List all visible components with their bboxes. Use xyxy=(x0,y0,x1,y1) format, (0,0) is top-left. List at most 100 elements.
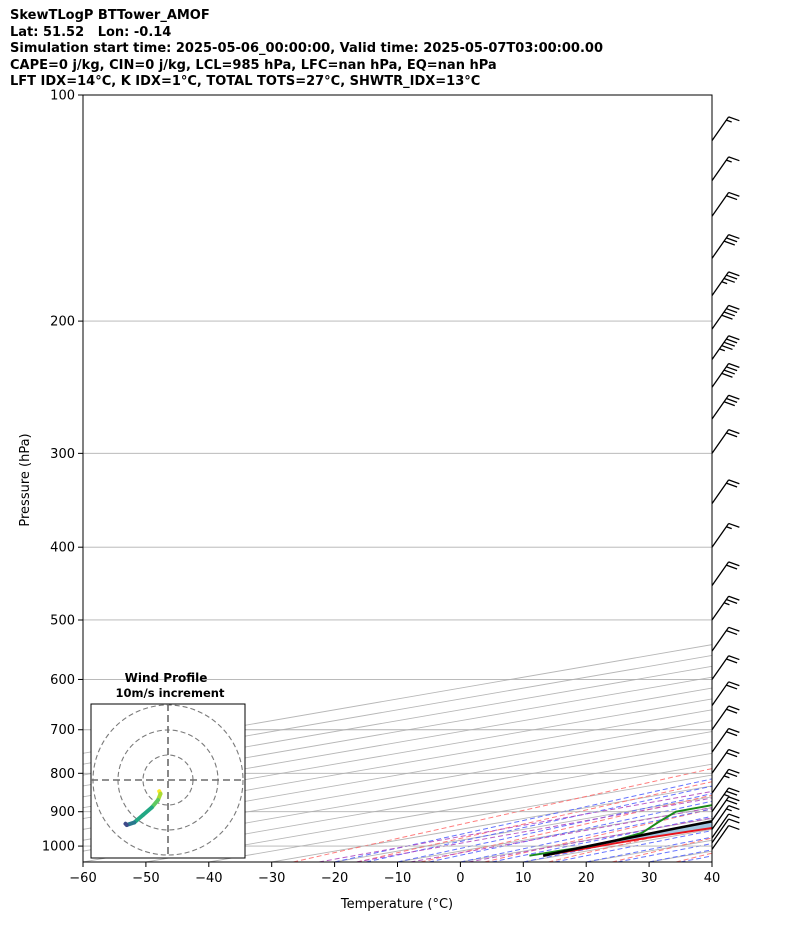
x-tick-label: 30 xyxy=(641,871,658,886)
wind-barb-feather xyxy=(728,304,740,310)
wind-barb-feather xyxy=(723,341,735,347)
wind-barb-feather xyxy=(726,432,738,438)
y-tick-label: 100 xyxy=(50,89,75,104)
isotherm xyxy=(83,676,712,787)
x-tick-label: −60 xyxy=(69,871,96,886)
wind-barb xyxy=(711,824,740,850)
wind-barb-half-feather xyxy=(726,808,732,812)
mixing-ratio-line xyxy=(356,797,712,862)
wind-barb-feather xyxy=(728,233,740,240)
wind-barb xyxy=(711,813,740,839)
wind-barb-half-feather xyxy=(726,526,732,530)
wind-barb-feather xyxy=(723,401,735,407)
wind-barb-staff xyxy=(711,305,730,330)
wind-barb-feather xyxy=(721,372,733,378)
wind-barb-staff xyxy=(711,523,730,548)
wind-barb-staff xyxy=(711,813,730,839)
hodograph-title: Wind Profile xyxy=(125,671,208,685)
isotherm xyxy=(83,665,712,776)
x-axis-label: Temperature (°C) xyxy=(340,897,453,912)
wind-barb-feather xyxy=(723,311,735,317)
wind-barb xyxy=(711,818,740,844)
wind-barb-half-feather xyxy=(723,775,730,779)
wind-barb-feather xyxy=(728,796,740,802)
y-tick-label: 400 xyxy=(50,541,75,556)
x-tick-label: −10 xyxy=(384,871,411,886)
x-tick-label: 0 xyxy=(456,871,464,886)
wind-barb-half-feather xyxy=(726,159,732,163)
wind-barb-feather xyxy=(726,731,738,737)
wind-barb-feather xyxy=(726,658,738,664)
mixing-ratio-line xyxy=(318,790,712,862)
moist-adiabat xyxy=(711,861,712,862)
wind-barb-feather xyxy=(721,344,733,351)
wind-barb-feather xyxy=(728,787,740,793)
wind-barb-feather xyxy=(728,804,740,811)
y-tick-label: 900 xyxy=(50,805,75,820)
wind-barb-feather xyxy=(728,655,740,661)
y-axis-label: Pressure (hPa) xyxy=(18,433,33,526)
wind-barb-feather xyxy=(726,752,738,758)
wind-barb-feather xyxy=(728,824,740,831)
wind-barb-staff xyxy=(711,479,730,505)
hodograph-segment xyxy=(123,821,129,827)
wind-barb-feather xyxy=(728,522,740,528)
y-tick-label: 200 xyxy=(50,315,75,330)
wind-barb-half-feather xyxy=(721,281,728,285)
wind-barb-half-feather xyxy=(726,119,732,123)
wind-barb-staff xyxy=(711,116,730,141)
wind-barb-feather xyxy=(726,274,738,280)
wind-barb-feather xyxy=(723,240,735,246)
wind-barb-feather xyxy=(726,684,738,690)
wind-barb-staff xyxy=(711,818,730,844)
isotherm xyxy=(83,687,712,798)
wind-barb-feather xyxy=(728,748,740,755)
y-tick-label: 600 xyxy=(50,673,75,688)
wind-barb-staff xyxy=(711,705,730,731)
wind-barb xyxy=(711,787,740,813)
header-title: SkewTLogP BTTower_AMOF xyxy=(10,8,210,23)
wind-barb-staff xyxy=(711,394,730,420)
x-tick-label: −20 xyxy=(321,871,348,886)
wind-barb-feather xyxy=(728,727,740,733)
wind-barb-feather xyxy=(726,790,738,796)
wind-barb-feather xyxy=(728,271,740,277)
isotherm xyxy=(83,720,712,830)
wind-barb-staff xyxy=(711,768,730,794)
wind-barb-feather xyxy=(728,335,740,341)
moist-adiabat xyxy=(365,785,712,862)
wind-barb xyxy=(711,479,740,505)
wind-barb-half-feather xyxy=(723,793,730,798)
wind-barb-feather xyxy=(728,561,740,567)
header-location: Lat: 51.52 Lon: -0.14 xyxy=(10,24,172,40)
wind-barb-staff xyxy=(711,429,730,454)
wind-barb-staff xyxy=(711,234,730,259)
wind-barb-staff xyxy=(711,655,730,680)
header-indices-2: LFT IDX=14°C, K IDX=1°C, TOTAL TOTS=27°C… xyxy=(10,74,481,89)
isotherm xyxy=(711,861,712,862)
wind-barb xyxy=(711,595,740,621)
wind-barb xyxy=(711,233,740,259)
y-tick-label: 700 xyxy=(50,723,75,738)
wind-barb-feather xyxy=(726,237,738,243)
x-tick-label: −30 xyxy=(258,871,285,886)
x-tick-label: 40 xyxy=(704,871,721,886)
wind-barb-staff xyxy=(711,749,730,774)
wind-barb-feather xyxy=(726,771,738,778)
wind-barb xyxy=(711,335,740,360)
wind-barb-staff xyxy=(711,626,730,652)
wind-barb xyxy=(711,428,740,454)
wind-barb-feather xyxy=(726,366,738,372)
dry-adiabat xyxy=(356,781,712,862)
wind-barb-feather xyxy=(721,314,733,320)
header: SkewTLogP BTTower_AMOF Lat: 51.52 Lon: -… xyxy=(10,8,603,91)
dry-adiabat xyxy=(740,95,794,862)
wind-barb-feather xyxy=(728,479,740,485)
wind-barb-staff xyxy=(711,796,730,822)
dewpoint-line xyxy=(529,804,712,857)
wind-barb-feather xyxy=(728,428,740,435)
isotherm xyxy=(83,698,712,809)
wind-barb-staff xyxy=(711,787,730,813)
wind-barb xyxy=(711,626,740,652)
